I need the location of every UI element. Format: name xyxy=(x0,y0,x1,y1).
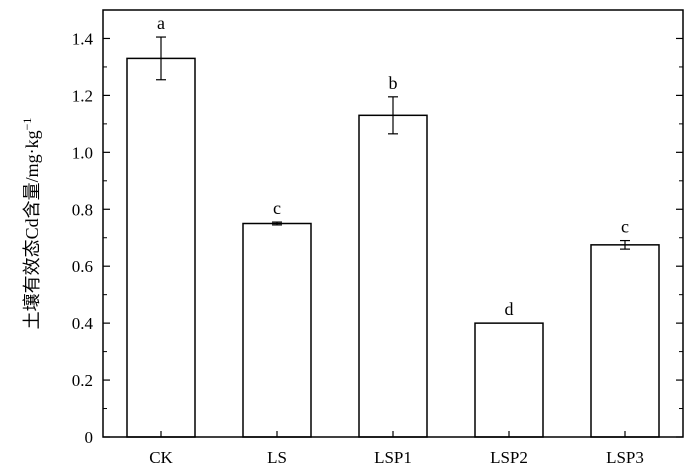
x-tick-label-ls: LS xyxy=(267,448,287,467)
significance-label-lsp3: c xyxy=(621,217,629,237)
x-tick-label-ck: CK xyxy=(149,448,173,467)
x-axis: CK LS LSP1 LSP2 LSP3 xyxy=(149,431,644,467)
significance-label-ck: a xyxy=(157,13,165,33)
y-tick-label: 0.8 xyxy=(72,200,93,219)
y-tick-label: 0 xyxy=(85,428,94,447)
y-axis: 0 0.2 0.4 0.6 0.8 1.0 1.2 1.4 xyxy=(72,9,683,447)
x-tick-label-lsp3: LSP3 xyxy=(606,448,644,467)
y-tick-label: 1.4 xyxy=(72,29,94,48)
bar-lsp3 xyxy=(590,244,660,438)
y-tick-label: 0.2 xyxy=(72,371,93,390)
error-bar-ls xyxy=(272,221,282,226)
error-bar-lsp1 xyxy=(388,96,398,135)
y-tick-label: 0.6 xyxy=(72,257,93,276)
y-tick-label: 1.0 xyxy=(72,143,93,162)
bar-ck xyxy=(126,57,196,438)
plot-marks: a c b d c xyxy=(126,13,660,438)
bar-lsp1 xyxy=(358,114,428,438)
bar-ls xyxy=(242,222,312,438)
y-tick-label: 1.2 xyxy=(72,86,93,105)
y-tick-label: 0.4 xyxy=(72,314,94,333)
y-axis-title: 土壤有效态Cd含量/mg·kg−1 xyxy=(20,118,42,330)
significance-label-ls: c xyxy=(273,198,281,218)
significance-label-lsp2: d xyxy=(505,299,514,319)
x-tick-label-lsp1: LSP1 xyxy=(374,448,412,467)
error-bar-ck xyxy=(156,36,166,81)
y-axis-title-main: 土壤有效态Cd含量/mg·kg xyxy=(22,130,42,329)
y-axis-title-superscript: −1 xyxy=(20,118,34,131)
significance-label-lsp1: b xyxy=(389,73,398,93)
x-tick-label-lsp2: LSP2 xyxy=(490,448,528,467)
error-bar-lsp3 xyxy=(620,239,630,250)
bar-lsp2 xyxy=(474,322,544,438)
